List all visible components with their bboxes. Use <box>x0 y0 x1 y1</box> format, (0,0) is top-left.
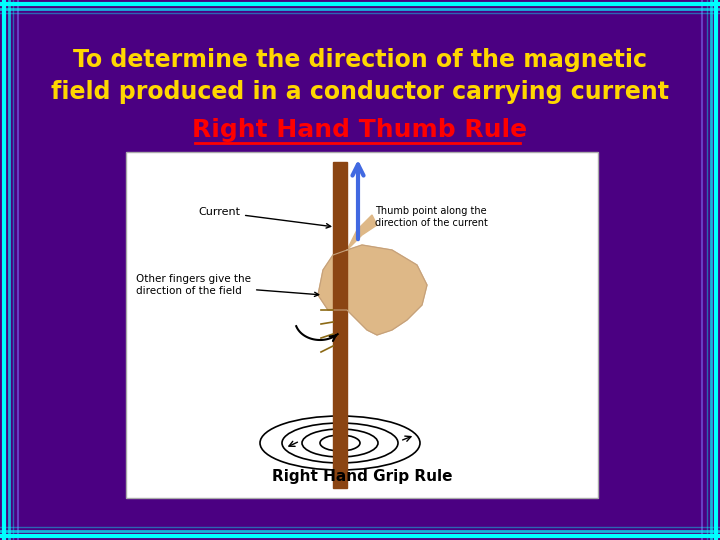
Text: field produced in a conductor carrying current: field produced in a conductor carrying c… <box>51 80 669 104</box>
Text: Thumb point along the
direction of the current: Thumb point along the direction of the c… <box>375 206 488 228</box>
Text: To determine the direction of the magnetic: To determine the direction of the magnet… <box>73 48 647 72</box>
Text: Right Hand Thumb Rule: Right Hand Thumb Rule <box>192 118 528 142</box>
Text: Current: Current <box>198 207 330 228</box>
FancyBboxPatch shape <box>126 152 598 498</box>
Polygon shape <box>318 245 427 335</box>
Polygon shape <box>347 215 377 250</box>
Text: Other fingers give the
direction of the field: Other fingers give the direction of the … <box>136 274 319 296</box>
Bar <box>333 162 347 488</box>
Text: Right Hand Grip Rule: Right Hand Grip Rule <box>271 469 452 483</box>
